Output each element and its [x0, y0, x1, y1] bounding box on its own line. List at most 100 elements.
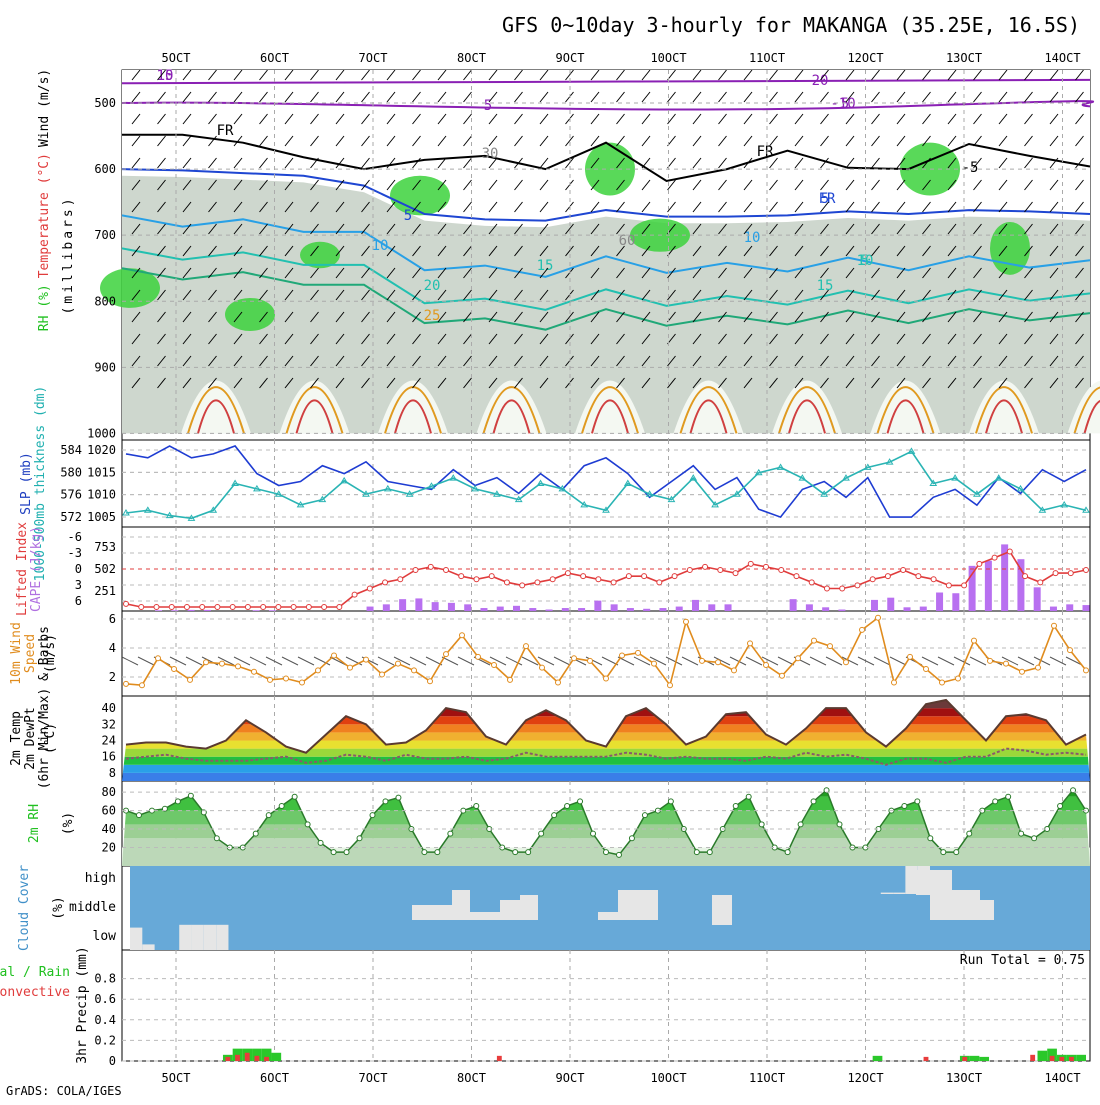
lifted-index-line-marker	[383, 580, 388, 585]
cloud-level-label: middle	[69, 900, 116, 915]
cape-bar	[708, 604, 715, 611]
rh-marker	[253, 831, 258, 836]
precip-convective-bar	[1069, 1057, 1074, 1061]
panel-ylabel: Cloud Cover	[17, 865, 32, 951]
cape-bar	[952, 593, 959, 611]
lifted-index-line-marker	[337, 605, 342, 610]
lifted-index-line-marker	[642, 574, 647, 579]
lifted-index-line-marker	[154, 605, 159, 610]
wind-speed-line-marker	[988, 658, 993, 663]
cape-bar	[969, 566, 976, 611]
wind-speed-line-marker	[284, 676, 289, 681]
cape-bar	[562, 608, 569, 611]
cape-bar	[627, 608, 634, 611]
lifted-index-line-marker	[977, 561, 982, 566]
wind-speed-line-marker	[956, 676, 961, 681]
rh-marker	[513, 850, 518, 855]
wind-barb	[186, 657, 202, 665]
rh-band	[122, 797, 1090, 811]
wind-speed-line-marker	[972, 638, 977, 643]
wind-speed-line-marker	[268, 677, 273, 682]
wind-speed-line-marker	[828, 644, 833, 649]
wind-speed-line-marker	[124, 681, 129, 686]
temp-band	[122, 724, 1090, 732]
contour-label: 20	[424, 278, 441, 294]
lifted-index-line-marker	[946, 583, 951, 588]
cape-bar	[448, 603, 455, 611]
rh-marker	[591, 831, 596, 836]
lifted-index-line-marker	[276, 605, 281, 610]
cloud-cell	[520, 895, 538, 920]
contour-label: -10	[830, 96, 855, 112]
wind-barb	[858, 657, 874, 665]
wind-speed-line-marker	[1084, 668, 1089, 673]
cape-bar	[204, 610, 211, 611]
top-date-tick: 5OCT	[162, 51, 191, 65]
rh-marker	[941, 850, 946, 855]
wind-barb	[954, 657, 970, 665]
lifted-index-line-marker	[306, 605, 311, 610]
lifted-index-line-marker	[1068, 571, 1073, 576]
wind-speed-line-marker	[460, 633, 465, 638]
contour-label: 5	[484, 98, 492, 114]
precip-convective-bar	[254, 1056, 259, 1061]
wind-speed-line-marker	[300, 680, 305, 685]
temp-ytick: 32	[102, 717, 116, 731]
rh-marker	[448, 831, 453, 836]
lifted-index-line-marker	[428, 564, 433, 569]
upper-air-ytick: 800	[94, 294, 116, 308]
cape-bar	[399, 599, 406, 611]
rh-marker	[616, 852, 621, 857]
wind-speed-line-marker	[572, 656, 577, 661]
wind-speed-line-marker	[252, 669, 257, 674]
rh-marker	[539, 831, 544, 836]
temp-band	[122, 765, 1090, 773]
wind-speed-line-marker	[172, 667, 177, 672]
precip-total-bar	[979, 1057, 989, 1061]
temp-band	[122, 708, 1090, 716]
cloud-cell	[216, 925, 228, 950]
wind-speed-line-marker	[748, 641, 753, 646]
wind-speed-line-marker	[1052, 623, 1057, 628]
lifted-index-line-marker	[611, 580, 616, 585]
cape-bar	[188, 610, 195, 611]
cloud-cell	[618, 890, 658, 920]
rh-marker	[331, 850, 336, 855]
top-date-tick: 8OCT	[457, 51, 486, 65]
wind-barb	[922, 657, 938, 665]
cape-bar	[253, 610, 260, 611]
bottom-date-tick: 5OCT	[162, 1071, 191, 1085]
wind-speed-line-marker	[908, 654, 913, 659]
lifted-index-line-marker	[245, 605, 250, 610]
rh-marker	[383, 799, 388, 804]
lifted-index-line-marker	[916, 574, 921, 579]
bottom-date-tick: 11OCT	[749, 1071, 785, 1085]
wind-speed-line-marker	[876, 615, 881, 620]
rh-marker	[578, 799, 583, 804]
wind-speed-line-marker	[780, 673, 785, 678]
lifted-index-line-marker	[413, 568, 418, 573]
wind-speed-line-marker	[1036, 665, 1041, 670]
top-date-tick: 12OCT	[847, 51, 883, 65]
wind-barb	[810, 657, 826, 665]
wind-barb	[682, 657, 698, 665]
thickness-line	[126, 451, 1086, 518]
lifted-index-line-marker	[672, 574, 677, 579]
precip-convective-bar	[924, 1057, 929, 1061]
lifted-index-line-marker	[824, 586, 829, 591]
rh-marker	[629, 836, 634, 841]
cape-bar	[936, 593, 943, 612]
cape-bar	[546, 610, 553, 611]
rh-marker	[668, 799, 673, 804]
bottom-date-tick: 10OCT	[650, 1071, 686, 1085]
wind-ytick: 6	[109, 612, 116, 626]
wind-speed-line	[126, 618, 1086, 686]
cape-bar	[269, 610, 276, 611]
cloud-level-label: high	[85, 871, 116, 886]
precip-ytick: 0.6	[94, 992, 116, 1006]
wind-barb	[538, 657, 554, 665]
top-date-tick: 6OCT	[260, 51, 289, 65]
wind-ytick: 2	[109, 670, 116, 684]
precip-legend-total: Total / Rain	[0, 965, 70, 980]
precip-convective-bar	[1059, 1057, 1064, 1061]
